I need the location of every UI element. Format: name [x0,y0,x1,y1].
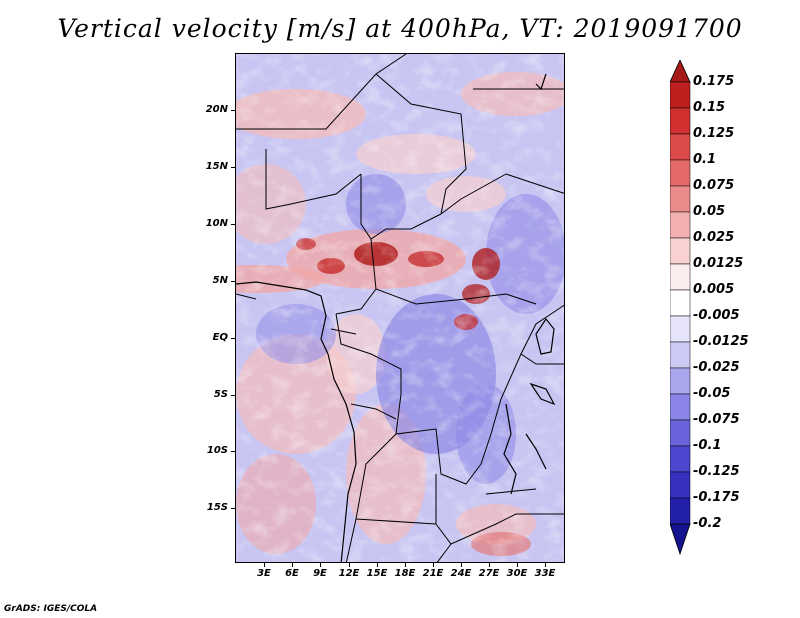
colorbar-segment [669,81,691,109]
lat-tick [231,281,235,282]
colorbar-label: -0.2 [693,516,722,531]
lon-label: 27E [478,568,500,579]
chart-title: Vertical velocity [m/s] at 400hPa, VT: 2… [57,14,743,43]
lon-tick [264,563,265,567]
colorbar-label: -0.175 [693,490,740,505]
lon-label: 21E [422,568,444,579]
colorbar-segment [669,185,691,213]
lon-tick [433,563,434,567]
lat-tick [231,167,235,168]
lat-tick [231,224,235,225]
colorbar-segment [669,393,691,421]
colorbar-label: -0.05 [693,386,731,401]
lat-label: 10S [206,445,228,456]
velocity-map [235,53,565,563]
lon-label: 24E [450,568,472,579]
colorbar-segment [669,263,691,291]
colorbar-label: -0.075 [693,412,740,427]
colorbar-label: 0.0125 [693,256,744,271]
colorbar-segment [669,419,691,447]
colorbar-segment [669,237,691,265]
colorbar-top-arrow [669,59,691,83]
colorbar-label: 0.125 [693,126,735,141]
lat-tick [231,508,235,509]
colorbar-label: -0.0125 [693,334,749,349]
lon-tick [517,563,518,567]
lat-label: 5N [212,275,228,286]
lat-tick [231,338,235,339]
colorbar-segment [669,341,691,369]
colorbar-label: 0.005 [693,282,735,297]
colorbar-label: 0.1 [693,152,717,167]
colorbar-label: -0.1 [693,438,722,453]
lat-tick [231,451,235,452]
lon-tick [320,563,321,567]
lon-tick [461,563,462,567]
colorbar-segment [669,497,691,525]
lon-label: 15E [366,568,388,579]
colorbar-segment [669,289,691,317]
lon-label: 3E [257,568,271,579]
colorbar-segment [669,315,691,343]
colorbar-label: 0.175 [693,74,735,89]
lat-tick [231,395,235,396]
lat-label: 5S [213,389,228,400]
grads-credit: GrADS: IGES/COLA [4,604,98,614]
colorbar-segment [669,107,691,135]
lat-label: EQ [212,332,228,343]
colorbar-label: -0.125 [693,464,740,479]
colorbar-segment [669,471,691,499]
colorbar-segment [669,367,691,395]
lon-label: 12E [338,568,360,579]
country-borders [236,54,564,562]
lon-tick [377,563,378,567]
lon-tick [292,563,293,567]
lat-label: 10N [205,218,228,229]
colorbar-label: 0.15 [693,100,726,115]
colorbar-segment [669,211,691,239]
lon-label: 30E [506,568,528,579]
lon-label: 33E [534,568,556,579]
colorbar [669,59,710,560]
colorbar-label: -0.005 [693,308,740,323]
colorbar-label: -0.025 [693,360,740,375]
colorbar-segment [669,133,691,161]
colorbar-bottom-arrow [669,523,691,556]
colorbar-segment [669,159,691,187]
colorbar-label: 0.05 [693,204,726,219]
lat-label: 20N [205,104,228,115]
lon-tick [489,563,490,567]
lon-tick [349,563,350,567]
texture-overlay [236,54,564,562]
colorbar-label: 0.075 [693,178,735,193]
lon-label: 18E [394,568,416,579]
lon-label: 6E [285,568,299,579]
lon-tick [405,563,406,567]
lon-tick [545,563,546,567]
lon-label: 9E [313,568,327,579]
coastline [236,73,556,562]
colorbar-label: 0.025 [693,230,735,245]
lat-label: 15S [206,502,228,513]
lat-tick [231,110,235,111]
colorbar-segment [669,445,691,473]
lat-label: 15N [205,161,228,172]
